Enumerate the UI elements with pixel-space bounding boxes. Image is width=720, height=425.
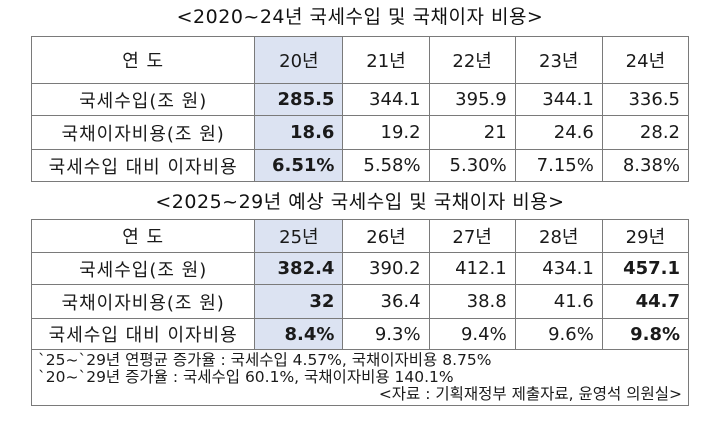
row-label: 국세수입 대비 이자비용 [30,318,256,350]
notes-row: `25~`29년 연평균 증가율 : 국세수입 4.57%, 국채이자비용 8.… [31,349,689,406]
row-label: 국채이자비용(조 원) [30,284,256,319]
tax-revenue-interest-table-2025-2029: 연 도 25년 26년 27년 28년 29년 국세수입(조 원) 382.4 … [30,219,690,406]
value-cell: 285.5 [254,83,344,116]
table-title-2025-2029: <2025~29년 예상 국세수입 및 국채이자 비용> [155,191,565,213]
table-row-interest-ratio: 국세수입 대비 이자비용 6.51% 5.58% 5.30% 7.15% 8.3… [30,149,690,182]
value-cell: 8.38% [601,149,690,182]
year-header-cell: 25년 [254,219,344,253]
value-cell: 434.1 [514,252,603,285]
year-header-cell: 20년 [254,36,344,84]
table-row-tax-revenue: 국세수입(조 원) 285.5 344.1 395.9 344.1 336.5 [30,83,690,116]
value-cell: 6.51% [254,149,344,182]
table-row-tax-revenue: 국세수입(조 원) 382.4 390.2 412.1 434.1 457.1 [30,252,690,285]
value-cell: 9.6% [514,318,603,350]
value-cell: 5.30% [428,149,516,182]
value-cell: 19.2 [342,115,430,150]
value-cell: 382.4 [254,252,344,285]
year-header-cell: 26년 [342,219,430,253]
year-header-cell: 22년 [428,36,516,84]
value-cell: 28.2 [601,115,690,150]
value-cell: 5.58% [342,149,430,182]
value-cell: 21 [428,115,516,150]
value-cell: 9.4% [428,318,516,350]
year-header-cell: 23년 [514,36,603,84]
value-cell: 412.1 [428,252,516,285]
row-label: 국세수입(조 원) [30,83,256,116]
row-label: 국세수입 대비 이자비용 [30,149,256,182]
header-row: 연 도 20년 21년 22년 23년 24년 [30,36,690,84]
value-cell: 336.5 [601,83,690,116]
year-header-cell: 29년 [601,219,690,253]
notes-cell: `25~`29년 연평균 증가율 : 국세수입 4.57%, 국채이자비용 8.… [31,349,689,406]
table-row-interest-cost: 국채이자비용(조 원) 18.6 19.2 21 24.6 28.2 [30,115,690,150]
value-cell: 395.9 [428,83,516,116]
tax-revenue-interest-table-2020-2024: 연 도 20년 21년 22년 23년 24년 국세수입(조 원) 285.5 … [30,36,690,182]
value-cell: 41.6 [514,284,603,319]
table-title-2020-2024: <2020~24년 국세수입 및 국채이자 비용> [176,6,544,28]
source-citation: <자료 : 기획재정부 제출자료, 윤영석 의원실> [378,385,682,403]
row-label: 국채이자비용(조 원) [30,115,256,150]
value-cell: 7.15% [514,149,603,182]
value-cell: 38.8 [428,284,516,319]
value-cell: 44.7 [601,284,690,319]
header-row: 연 도 25년 26년 27년 28년 29년 [30,219,690,253]
value-cell: 24.6 [514,115,603,150]
value-cell: 9.3% [342,318,430,350]
value-cell: 36.4 [342,284,430,319]
note-total-growth: `20~`29년 증가율 : 국세수입 60.1%, 국채이자비용 140.1% [38,368,454,386]
year-header-cell: 21년 [342,36,430,84]
year-header-cell: 27년 [428,219,516,253]
table-row-interest-ratio: 국세수입 대비 이자비용 8.4% 9.3% 9.4% 9.6% 9.8% [30,318,690,350]
value-cell: 390.2 [342,252,430,285]
value-cell: 9.8% [601,318,690,350]
value-cell: 457.1 [601,252,690,285]
row-label: 국세수입(조 원) [30,252,256,285]
year-header-cell: 28년 [514,219,603,253]
year-header-label: 연 도 [30,219,256,253]
note-annual-growth: `25~`29년 연평균 증가율 : 국세수입 4.57%, 국채이자비용 8.… [38,351,492,369]
value-cell: 18.6 [254,115,344,150]
value-cell: 344.1 [514,83,603,116]
value-cell: 32 [254,284,344,319]
value-cell: 8.4% [254,318,344,350]
year-header-cell: 24년 [601,36,690,84]
table-row-interest-cost: 국채이자비용(조 원) 32 36.4 38.8 41.6 44.7 [30,284,690,319]
year-header-label: 연 도 [30,36,256,84]
value-cell: 344.1 [342,83,430,116]
